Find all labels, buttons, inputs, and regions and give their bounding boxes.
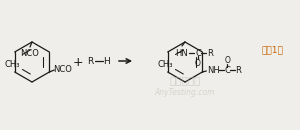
Text: H: H — [103, 57, 110, 66]
Text: O: O — [224, 56, 230, 64]
Text: +: + — [73, 56, 83, 69]
Text: HN: HN — [176, 48, 188, 57]
Text: C: C — [224, 66, 230, 74]
Text: AnyTesting.com: AnyTesting.com — [155, 87, 215, 96]
Text: 式（1）: 式（1） — [261, 46, 283, 54]
Text: NCO: NCO — [53, 64, 72, 73]
Text: R: R — [207, 48, 213, 57]
Text: CH₃: CH₃ — [158, 60, 173, 69]
Text: CH₃: CH₃ — [5, 60, 20, 69]
Text: NCO: NCO — [21, 48, 39, 57]
Text: 嘉峪检测网: 嘉峪检测网 — [169, 75, 201, 85]
Text: R: R — [236, 66, 241, 74]
Text: C: C — [195, 48, 201, 57]
Text: O: O — [195, 58, 201, 67]
Text: NH: NH — [207, 66, 220, 74]
Text: R: R — [87, 57, 93, 66]
